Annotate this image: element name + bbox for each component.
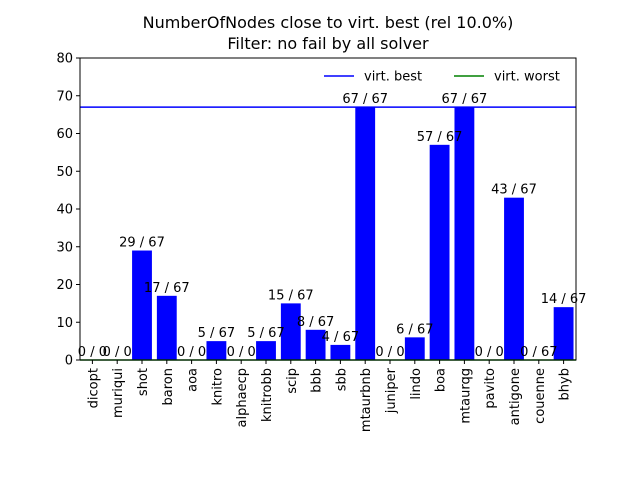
bar-label: 8 / 67	[297, 315, 334, 330]
bar	[553, 307, 574, 360]
y-tick-label: 20	[56, 278, 73, 293]
bar	[404, 337, 425, 360]
x-tick-label: muriqui	[111, 368, 126, 418]
x-tick-label: alphaecp	[235, 368, 250, 427]
y-tick-label: 80	[56, 52, 73, 67]
x-tick-label: juniper	[384, 367, 399, 414]
chart-title: NumberOfNodes close to virt. best (rel 1…	[143, 13, 514, 32]
bar	[355, 107, 376, 360]
x-tick-label: shot	[136, 368, 151, 396]
x-tick-label: antigone	[508, 368, 523, 425]
x-tick-label: baron	[161, 368, 176, 405]
bar-label: 0 / 0	[375, 345, 404, 360]
bar-label: 43 / 67	[491, 183, 537, 198]
bar	[305, 329, 326, 360]
bar-label: 67 / 67	[442, 92, 488, 107]
bar-label: 29 / 67	[119, 236, 165, 251]
y-tick-label: 70	[56, 89, 73, 104]
bar	[504, 197, 524, 360]
bar	[280, 303, 301, 360]
bar-label: 57 / 67	[417, 130, 463, 145]
bar	[454, 107, 475, 360]
bar-label: 0 / 0	[103, 345, 132, 360]
y-tick-label: 0	[65, 354, 73, 369]
x-tick-label: mtaurbnb	[359, 368, 374, 432]
bar-label: 14 / 67	[541, 292, 587, 307]
x-tick-label: knitrobb	[260, 368, 275, 422]
bar-label: 0 / 0	[177, 345, 206, 360]
x-tick-label: bbb	[310, 368, 325, 393]
bar-label: 67 / 67	[342, 92, 388, 107]
bar	[256, 341, 276, 360]
x-tick-label: bhyb	[558, 368, 573, 400]
x-tick-label: mtaurqg	[458, 368, 473, 424]
x-tick-label: boa	[434, 368, 449, 392]
bar-label: 15 / 67	[268, 288, 314, 303]
chart-subtitle: Filter: no fail by all solver	[227, 34, 429, 53]
x-tick-label: couenne	[533, 368, 548, 424]
bar	[132, 250, 152, 360]
bar-label: 5 / 67	[247, 326, 284, 341]
bar-label: 5 / 67	[198, 326, 235, 341]
legend-label: virt. best	[364, 70, 422, 85]
y-tick-label: 40	[56, 203, 73, 218]
x-tick-label: knitro	[210, 368, 225, 406]
bar-label: 4 / 67	[322, 330, 359, 345]
bar-label: 17 / 67	[144, 281, 190, 296]
bar-label: 0 / 67	[520, 345, 557, 360]
bar	[429, 144, 450, 360]
bar	[156, 295, 177, 360]
x-tick-label: scip	[285, 368, 300, 394]
legend-label: virt. worst	[494, 70, 560, 85]
y-tick-label: 50	[56, 165, 73, 180]
bar	[206, 341, 227, 360]
y-tick-label: 30	[56, 240, 73, 255]
x-tick-label: aoa	[186, 368, 201, 392]
bar	[330, 344, 351, 360]
bar-label: 0 / 0	[475, 345, 504, 360]
bar-label: 0 / 0	[78, 345, 107, 360]
bar-label: 6 / 67	[396, 322, 433, 337]
bar-label: 0 / 0	[227, 345, 256, 360]
x-tick-label: pavito	[483, 368, 498, 409]
x-tick-label: sbb	[334, 368, 349, 391]
x-tick-label: lindo	[409, 368, 424, 400]
x-tick-label: dicopt	[86, 368, 101, 408]
y-tick-label: 60	[56, 127, 73, 142]
y-tick-label: 10	[56, 316, 73, 331]
